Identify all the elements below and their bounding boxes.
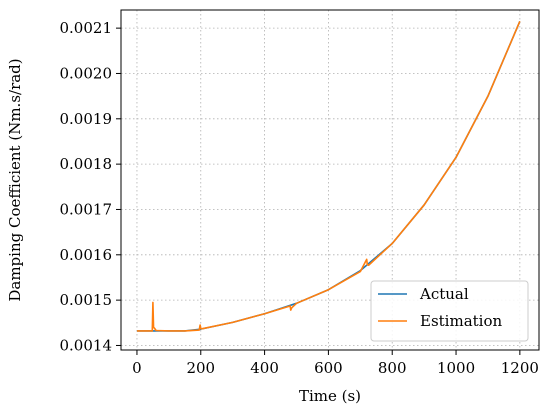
plot-frame <box>120 9 540 351</box>
x-tick-label: 400 <box>250 359 279 377</box>
y-tick-label: 0.0017 <box>60 200 113 218</box>
x-tick-label: 0 <box>132 359 142 377</box>
x-tick-label: 1200 <box>501 359 539 377</box>
series-line-estimation <box>136 21 521 332</box>
x-tick-label: 800 <box>378 359 407 377</box>
x-axis: 0 200 400 600 800 1000 1200 <box>132 350 539 377</box>
y-tick-label: 0.0015 <box>60 291 113 309</box>
y-tick-label: 0.0014 <box>60 336 113 354</box>
legend: Actual Estimation <box>370 280 529 342</box>
grid <box>121 10 539 350</box>
x-tick-label: 600 <box>314 359 343 377</box>
legend-label-actual: Actual <box>419 285 469 303</box>
legend-box <box>370 280 529 342</box>
x-tick-label: 200 <box>186 359 215 377</box>
series-layer <box>136 21 521 332</box>
x-tick-label: 1000 <box>437 359 475 377</box>
x-axis-label: Time (s) <box>299 387 361 405</box>
y-tick-label: 0.0020 <box>60 64 113 82</box>
legend-label-estimation: Estimation <box>420 312 502 330</box>
y-axis-label: Damping Coefficient (Nm.s/rad) <box>6 58 24 301</box>
y-tick-label: 0.0016 <box>60 246 113 264</box>
y-tick-label: 0.0018 <box>60 155 113 173</box>
y-tick-label: 0.0019 <box>60 110 113 128</box>
y-axis: 0.0014 0.0015 0.0016 0.0017 0.0018 0.0019 0.00… <box>60 19 121 354</box>
y-tick-label: 0.0021 <box>60 19 113 37</box>
